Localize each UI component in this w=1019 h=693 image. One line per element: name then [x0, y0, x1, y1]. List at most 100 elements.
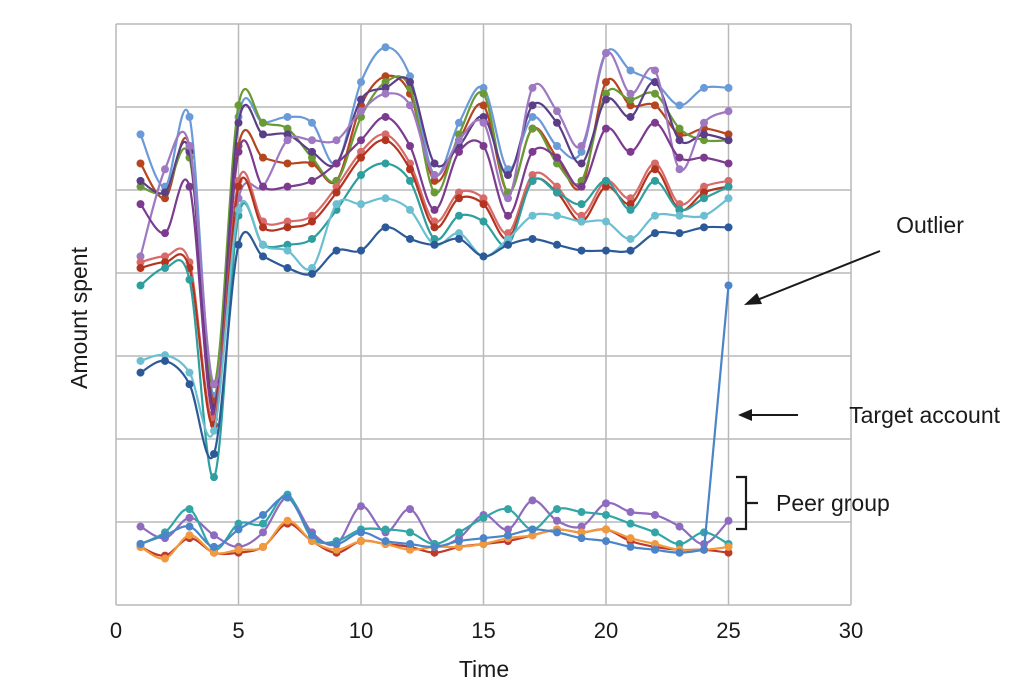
data-point: [577, 508, 586, 517]
data-point: [479, 194, 488, 203]
data-point: [626, 147, 635, 156]
data-point: [357, 537, 365, 546]
data-point: [626, 200, 635, 209]
series-group: [136, 43, 733, 563]
data-point: [553, 153, 561, 162]
x-tick-label: 25: [716, 618, 740, 643]
data-point: [577, 534, 586, 543]
data-point: [406, 78, 414, 87]
data-point: [185, 531, 194, 540]
data-point: [651, 510, 659, 519]
data-point: [136, 130, 145, 139]
target-account-arrow: [738, 409, 798, 421]
data-point: [430, 234, 439, 243]
data-point: [553, 528, 561, 537]
data-point: [381, 223, 390, 232]
data-point: [185, 505, 194, 514]
data-point: [332, 188, 341, 197]
data-point: [602, 176, 610, 185]
data-point: [700, 182, 708, 191]
data-point: [283, 223, 292, 232]
data-point: [602, 182, 610, 191]
data-point: [724, 130, 733, 139]
x-axis-title: Time: [459, 656, 509, 682]
data-point: [504, 234, 512, 243]
data-point: [381, 89, 390, 98]
data-point: [602, 537, 610, 546]
data-point: [700, 130, 708, 139]
data-point: [479, 142, 488, 151]
data-point: [528, 101, 537, 110]
data-point: [602, 217, 610, 226]
data-point: [308, 153, 316, 162]
data-point: [528, 531, 537, 540]
data-point: [308, 537, 316, 546]
data-point: [504, 240, 512, 249]
data-point: [161, 165, 169, 174]
series-line: [140, 197, 730, 438]
data-point: [675, 548, 684, 557]
data-point: [626, 66, 635, 75]
data-point: [455, 542, 463, 551]
data-point: [724, 281, 733, 290]
data-point: [406, 234, 414, 243]
data-point: [283, 124, 292, 133]
data-point: [381, 78, 390, 87]
data-point: [724, 182, 733, 191]
data-point: [651, 101, 659, 110]
data-point: [210, 542, 218, 551]
data-point: [381, 83, 390, 92]
data-point: [283, 246, 292, 255]
data-point: [430, 176, 439, 185]
data-point: [675, 205, 684, 214]
data-point: [161, 258, 169, 267]
data-point: [161, 531, 169, 540]
data-point: [381, 43, 390, 52]
series-c: [136, 75, 733, 389]
data-point: [651, 545, 659, 554]
data-point: [455, 136, 463, 145]
data-point: [161, 554, 169, 563]
y-axis-title: Amount spent: [66, 246, 92, 389]
data-point: [381, 136, 390, 145]
series-target-account: [136, 281, 733, 557]
data-point: [455, 234, 463, 243]
data-point: [381, 159, 390, 168]
data-point: [626, 95, 635, 104]
data-point: [357, 107, 365, 116]
series-i: [136, 159, 733, 482]
data-point: [210, 548, 218, 557]
data-point: [259, 153, 267, 162]
data-point: [700, 153, 708, 162]
data-point: [259, 252, 267, 261]
data-point: [259, 240, 267, 249]
data-point: [308, 211, 316, 220]
data-point: [479, 101, 488, 110]
data-point: [479, 118, 488, 127]
data-point: [234, 525, 243, 534]
data-point: [406, 165, 414, 174]
data-point: [479, 112, 488, 121]
data-point: [626, 89, 635, 98]
data-point: [283, 130, 292, 139]
data-point: [553, 142, 561, 151]
data-point: [675, 136, 684, 145]
data-point: [357, 95, 365, 104]
data-point: [234, 147, 243, 156]
data-point: [553, 516, 561, 525]
data-point: [308, 217, 316, 226]
data-point: [406, 528, 414, 537]
data-point: [259, 542, 267, 551]
data-point: [724, 107, 733, 116]
data-point: [185, 380, 194, 389]
data-point: [308, 118, 316, 127]
data-point: [479, 534, 488, 543]
data-point: [185, 142, 194, 151]
data-point: [136, 281, 145, 290]
data-point: [210, 449, 218, 458]
data-point: [504, 505, 512, 514]
data-point: [528, 234, 537, 243]
data-point: [528, 112, 537, 121]
data-point: [234, 519, 243, 528]
